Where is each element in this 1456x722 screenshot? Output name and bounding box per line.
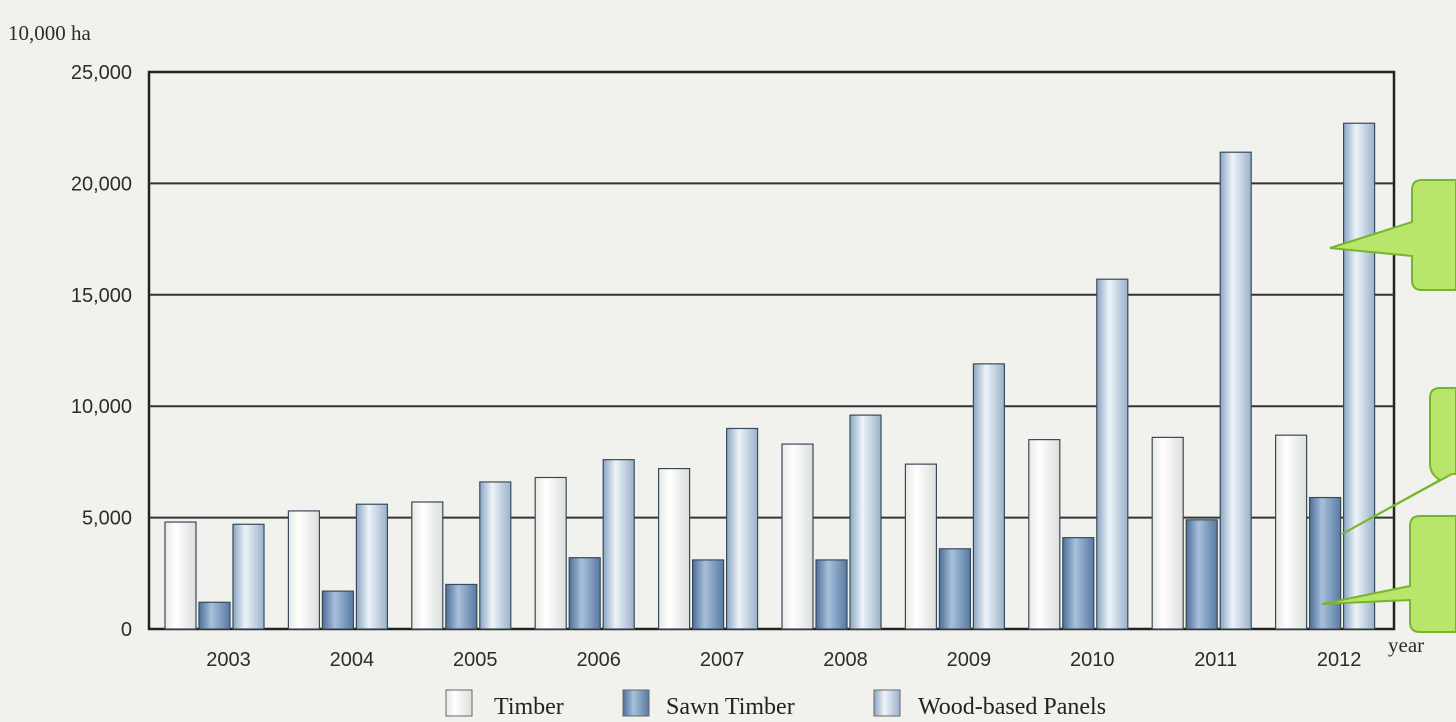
bar-timber — [411, 501, 444, 630]
x-axis-ticks: 2003 2004 2005 2006 2007 2008 2009 2010 2011 2012 — [206, 649, 1361, 671]
x-tick-label: 2005 — [453, 649, 498, 671]
bar-sawn-timber — [691, 559, 725, 630]
y-unit-label: 10,000 ha — [8, 21, 92, 45]
bar-wood-based-panels — [725, 427, 759, 630]
x-tick-label: 2003 — [206, 649, 251, 671]
bar-wood-based-panels — [1342, 122, 1376, 630]
plot-area — [147, 70, 1396, 631]
bar-sawn-timber — [198, 601, 231, 630]
bar-sawn-timber — [1062, 537, 1095, 630]
x-tick-label: 2004 — [330, 649, 375, 671]
x-tick-label: 2010 — [1070, 649, 1115, 671]
bar-wood-based-panels — [355, 503, 388, 630]
bar-wood-based-panels — [849, 414, 882, 630]
legend-label-timber: Timber — [494, 694, 564, 720]
bar-sawn-timber — [321, 590, 354, 630]
bar-sawn-timber — [1185, 519, 1218, 630]
bar-timber — [287, 510, 320, 630]
bar-timber — [164, 521, 197, 630]
bar-wood-based-panels — [602, 459, 635, 630]
callout-bottom — [1321, 515, 1456, 633]
y-tick-label: 0 — [121, 619, 132, 641]
y-tick-label: 15,000 — [71, 285, 132, 307]
x-tick-label: 2009 — [947, 649, 992, 671]
y-tick-label: 20,000 — [71, 173, 132, 195]
callout-middle — [1341, 387, 1456, 535]
bar-sawn-timber — [1308, 496, 1342, 630]
y-axis-ticks: 0 5,000 10,000 15,000 20,000 25,000 — [71, 62, 132, 641]
bars — [164, 122, 1376, 630]
bar-sawn-timber — [568, 557, 601, 630]
bar-timber — [534, 476, 567, 630]
legend: Timber Sawn Timber Wood-based Panels — [445, 689, 1106, 720]
bar-timber — [1151, 436, 1184, 630]
legend-swatch-wood-based-panels — [873, 689, 901, 717]
x-tick-label: 2008 — [823, 649, 868, 671]
legend-label-sawn-timber: Sawn Timber — [666, 694, 795, 720]
x-tick-label: 2011 — [1194, 649, 1237, 671]
bar-timber — [657, 467, 691, 630]
bar-wood-based-panels — [232, 523, 265, 630]
legend-label-wood-based-panels: Wood-based Panels — [918, 694, 1106, 720]
legend-swatch-sawn-timber — [622, 689, 650, 717]
bar-timber — [1028, 439, 1061, 630]
callout-top — [1329, 179, 1456, 291]
bar-timber — [781, 443, 814, 630]
bar-timber — [1274, 434, 1308, 630]
grid-lines — [149, 182, 1394, 519]
y-tick-label: 10,000 — [71, 396, 132, 418]
x-tick-label: 2007 — [700, 649, 745, 671]
bar-timber — [904, 463, 938, 630]
x-axis-label: year — [1388, 633, 1424, 657]
x-tick-label: 2012 — [1317, 649, 1362, 671]
bar-wood-based-panels — [1219, 151, 1252, 630]
x-tick-label: 2006 — [576, 649, 621, 671]
bar-wood-based-panels — [972, 363, 1006, 630]
bar-wood-based-panels — [1096, 278, 1129, 630]
y-tick-label: 5,000 — [82, 508, 132, 530]
bar-sawn-timber — [938, 548, 972, 630]
bar-sawn-timber — [445, 583, 478, 630]
bar-sawn-timber — [815, 559, 848, 630]
legend-swatch-timber — [445, 689, 473, 717]
y-tick-label: 25,000 — [71, 62, 132, 84]
bar-wood-based-panels — [479, 481, 512, 630]
